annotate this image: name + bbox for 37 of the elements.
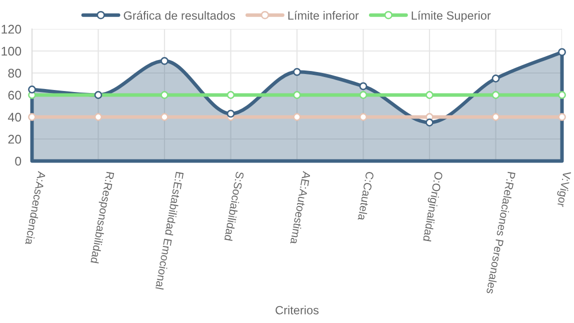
point: [558, 91, 566, 99]
y-tick-label: 0: [15, 156, 22, 166]
point: [426, 118, 434, 126]
point: [492, 113, 500, 121]
y-tick-label: 20: [8, 134, 22, 144]
x-axis-title: Criterios: [276, 306, 319, 314]
y-tick-label: 100: [2, 46, 22, 56]
point: [426, 91, 434, 99]
point: [160, 113, 168, 121]
point: [558, 113, 566, 121]
point: [94, 113, 102, 121]
y-tick-label: 80: [8, 68, 22, 78]
point: [359, 91, 368, 99]
x-tick-label: P:Relaciones Personales: [486, 172, 516, 294]
point: [359, 82, 368, 90]
point: [359, 113, 368, 121]
legend-label: Límite Superior: [412, 10, 491, 22]
point: [28, 86, 36, 94]
point: [492, 74, 500, 82]
point: [492, 91, 500, 99]
legend-label: Límite inferior: [288, 10, 359, 20]
y-tick-label: 120: [2, 24, 22, 34]
x-tick-label: E:Estabilidad Emocional: [155, 172, 184, 290]
point: [160, 56, 168, 65]
point: [558, 48, 566, 56]
point: [28, 113, 36, 121]
y-tick-label: 40: [8, 112, 22, 122]
point: [293, 91, 301, 99]
point: [293, 68, 301, 76]
legend-label: Gráfica de resultados: [124, 10, 236, 20]
point: [226, 91, 235, 99]
y-tick-label: 60: [8, 90, 22, 100]
point: [226, 110, 235, 118]
x-tick-label: C:Cautela: [358, 171, 374, 221]
x-tick-label: V:Vigor: [555, 170, 572, 208]
point: [293, 113, 301, 121]
point: [160, 91, 168, 99]
